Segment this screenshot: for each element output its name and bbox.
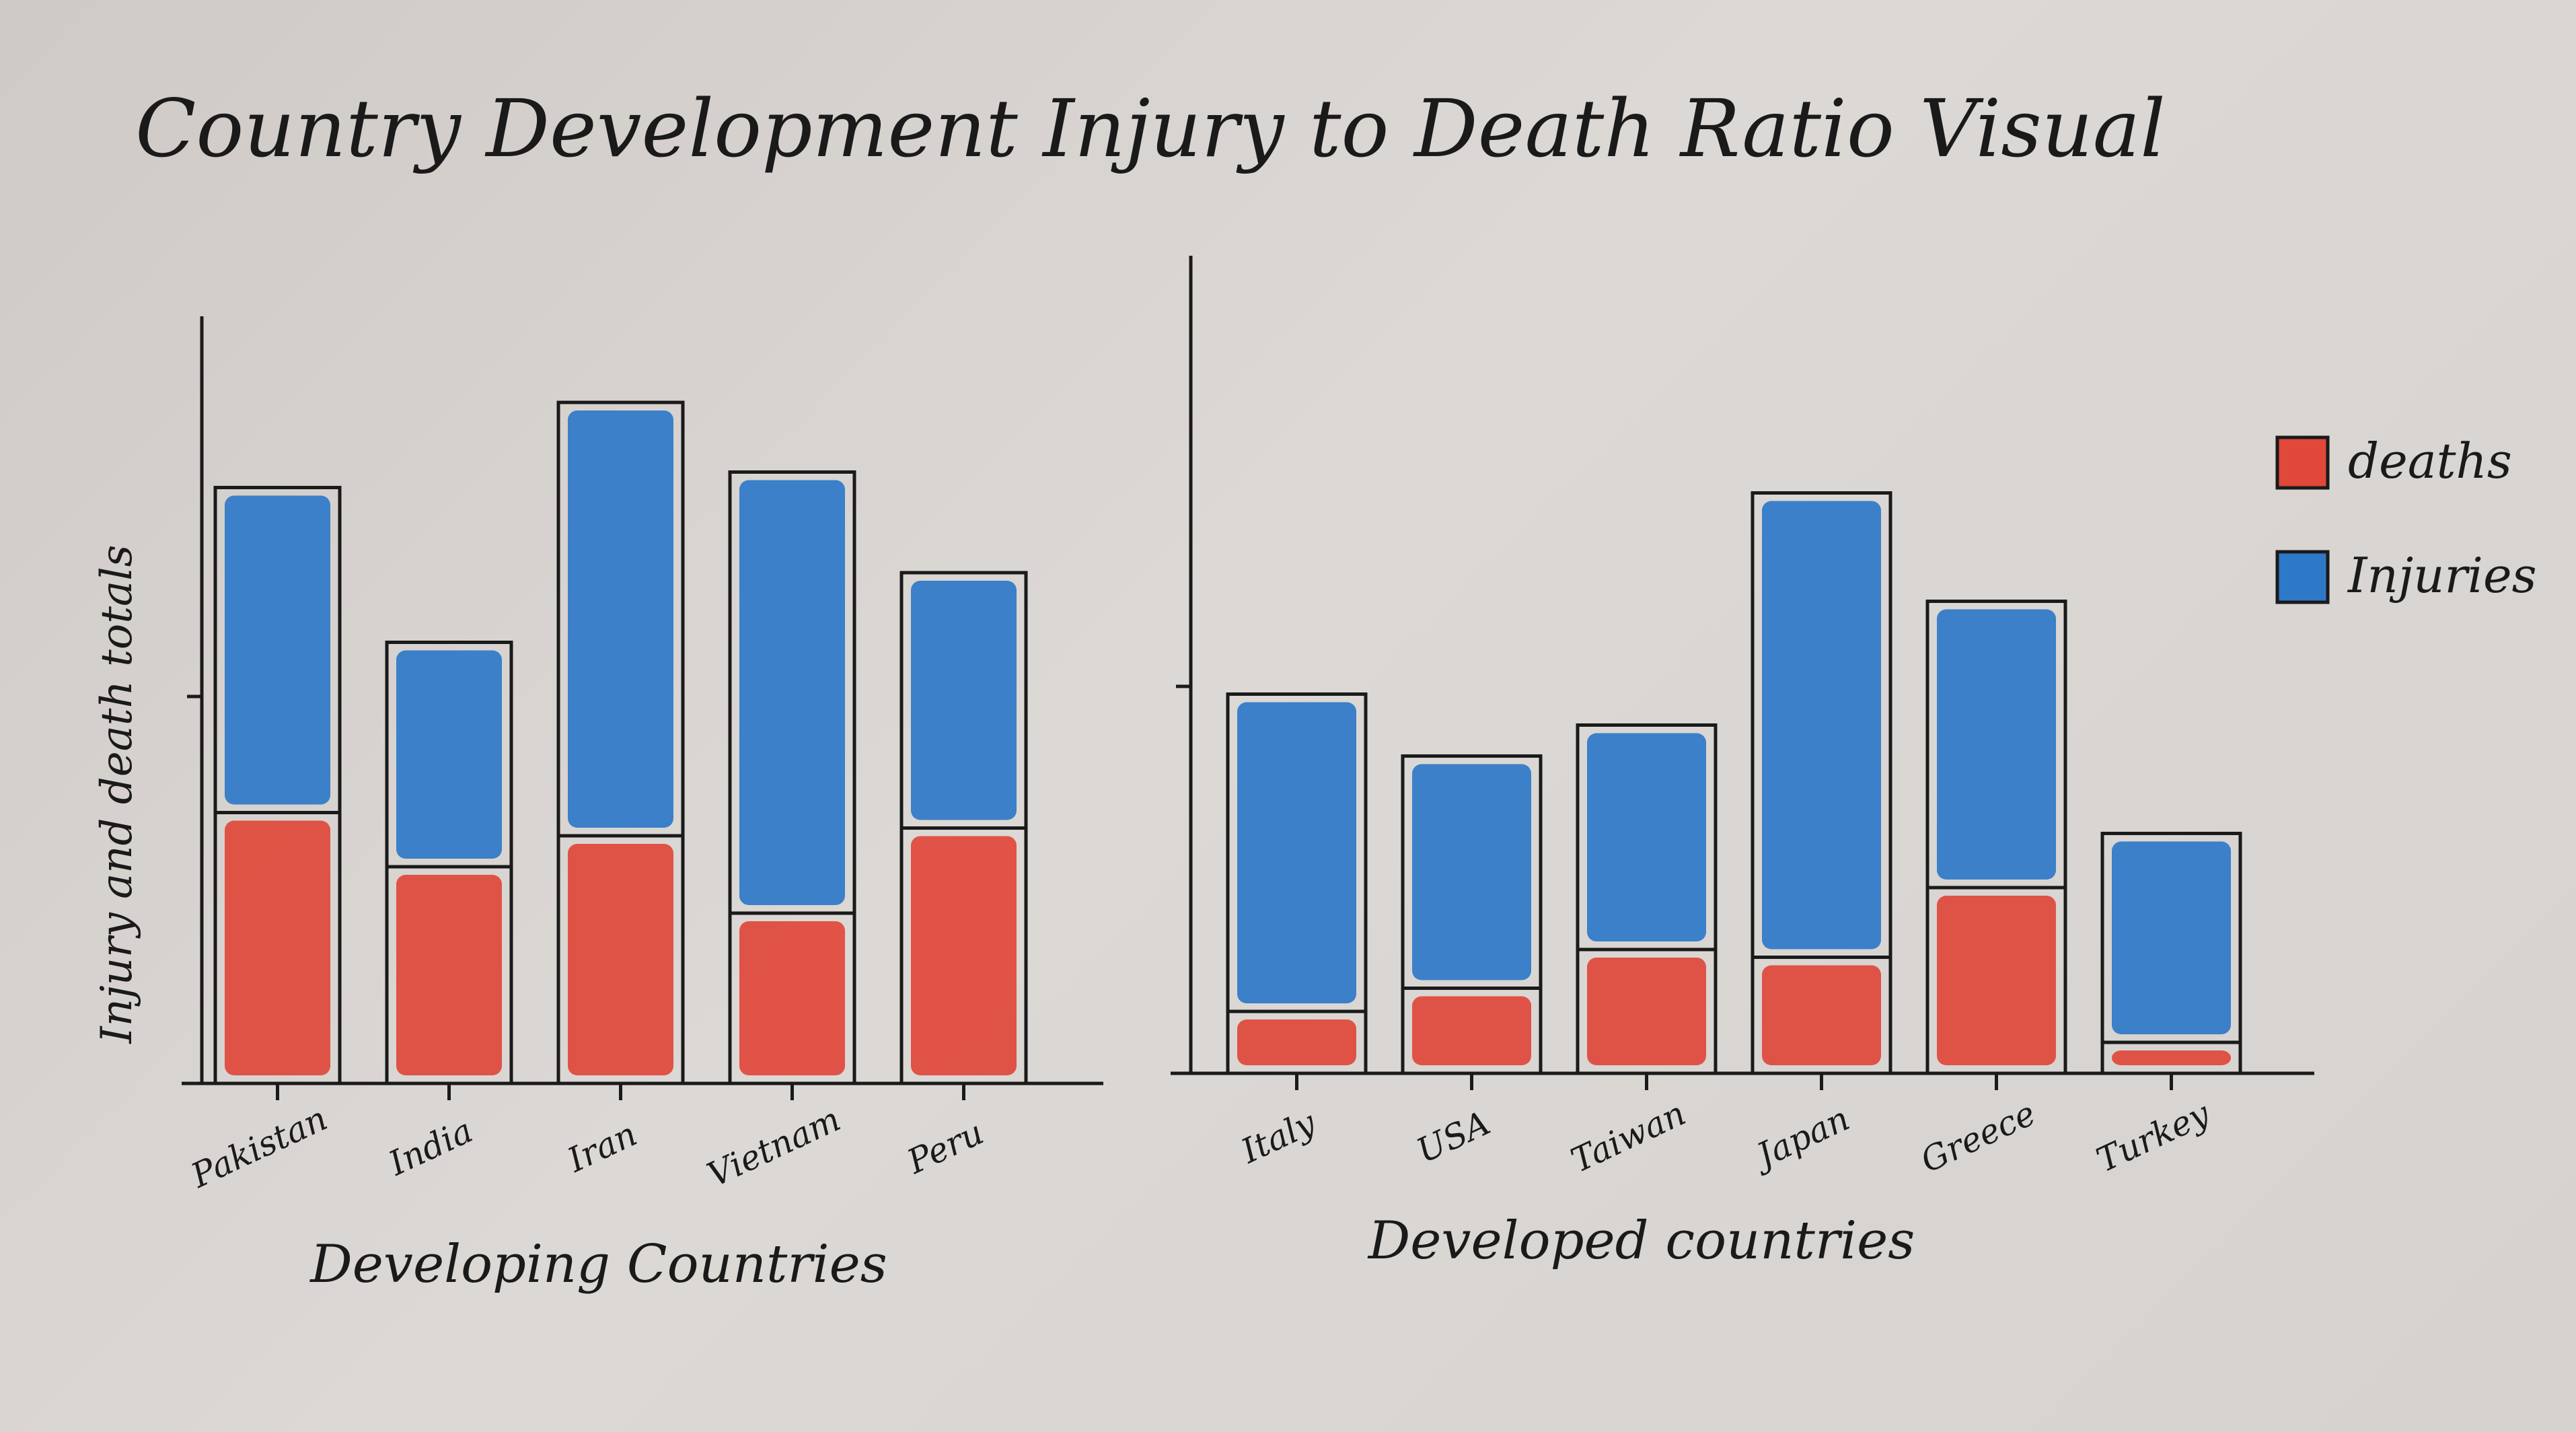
bar-deaths-iran: [568, 844, 673, 1075]
bar-deaths-india: [396, 875, 502, 1075]
bar-injuries-turkey: [2112, 841, 2231, 1034]
bar-deaths-japan: [1762, 965, 1881, 1065]
bar-deaths-turkey: [2112, 1050, 2231, 1065]
chart-title: Country Development Injury to Death Rati…: [135, 82, 2166, 175]
x-tick-label: USA: [1411, 1104, 1496, 1171]
bar-injuries-japan: [1762, 501, 1881, 950]
bar-deaths-greece: [1937, 896, 2056, 1065]
x-axis-label: Developed countries: [1367, 1211, 1915, 1271]
bar-injuries-taiwan: [1587, 733, 1706, 941]
x-tick-label: Japan: [1746, 1099, 1855, 1178]
bar-injuries-vietnam: [739, 480, 845, 905]
x-tick-label: Peru: [901, 1113, 990, 1182]
bar-deaths-vietnam: [739, 921, 845, 1075]
x-tick-label: Turkey: [2091, 1094, 2216, 1180]
bar-injuries-india: [396, 650, 502, 859]
x-tick-label: Greece: [1915, 1094, 2041, 1180]
x-tick-label: Vietnam: [702, 1100, 846, 1194]
bar-injuries-usa: [1412, 764, 1531, 980]
x-tick-label: Italy: [1235, 1103, 1322, 1171]
y-axis-label: Injury and death totals: [92, 544, 142, 1044]
developed-countries-chart: Italy USA Taiwan Japan Greece Turkey Developed…: [1171, 256, 2314, 1271]
bar-injuries-peru: [911, 581, 1017, 820]
bar-injuries-iran: [568, 410, 673, 828]
legend: deaths Injuries: [2275, 433, 2537, 604]
bar-deaths-taiwan: [1587, 958, 1706, 1065]
x-axis-label: Developing Countries: [309, 1234, 887, 1295]
x-tick-label: Taiwan: [1565, 1094, 1691, 1180]
bar-deaths-pakistan: [225, 820, 330, 1075]
bar-deaths-peru: [911, 836, 1017, 1075]
x-tick-label: Pakistan: [185, 1099, 334, 1196]
bar-deaths-usa: [1412, 996, 1531, 1065]
legend-label-injuries: Injuries: [2347, 547, 2537, 604]
bar-injuries-italy: [1237, 702, 1356, 1003]
bar-injuries-greece: [1937, 609, 2056, 880]
legend-swatch-injuries: [2275, 550, 2330, 604]
x-tick-label: India: [382, 1111, 478, 1184]
legend-label-deaths: deaths: [2348, 433, 2512, 489]
bar-injuries-pakistan: [225, 495, 330, 805]
x-tick-label: Iran: [561, 1114, 642, 1180]
bar-deaths-italy: [1237, 1019, 1356, 1065]
legend-swatch-deaths: [2275, 435, 2330, 490]
